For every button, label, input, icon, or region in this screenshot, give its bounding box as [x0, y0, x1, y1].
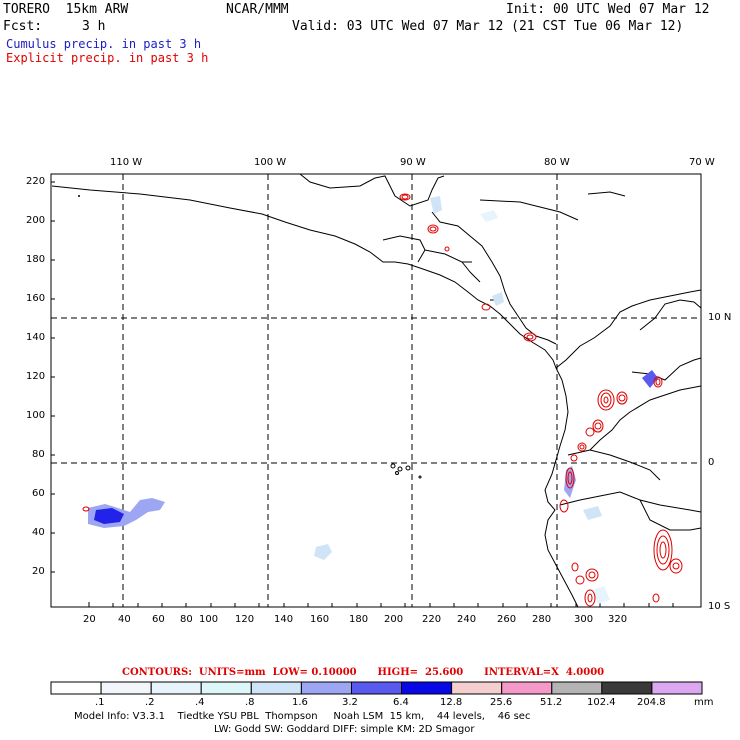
colorbar-swatch	[551, 681, 603, 695]
y-grid-label: 60	[32, 488, 45, 499]
colorbar-swatch	[651, 681, 703, 695]
cumulus-precip-shading	[88, 196, 658, 604]
x-grid-label: 160	[310, 614, 330, 625]
y-grid-label: 100	[26, 410, 46, 421]
colorbar-label: 1.6	[292, 697, 308, 708]
y-grid-label: 200	[26, 215, 46, 226]
x-grid-label: 200	[384, 614, 404, 625]
colorbar-swatch	[100, 681, 152, 695]
lat-label: 10 N	[708, 312, 732, 323]
model-title: TORERO 15km ARW	[3, 2, 129, 17]
colorbar-label: .1	[95, 697, 105, 708]
y-grid-label: 180	[26, 254, 46, 265]
colorbar-swatch	[401, 681, 453, 695]
colorbar-label: 204.8	[637, 697, 666, 708]
y-grid-label: 40	[32, 527, 45, 538]
x-grid-label: 300	[574, 614, 594, 625]
colorbar-label: 25.6	[490, 697, 513, 708]
colorbar-swatch	[451, 681, 503, 695]
x-grid-label: 100	[199, 614, 219, 625]
colorbar-swatch	[50, 681, 102, 695]
colorbar-label: 12.8	[440, 697, 463, 708]
x-grid-label: 120	[235, 614, 255, 625]
explicit-precip-contours	[82, 193, 683, 607]
galapagos-islands	[390, 463, 422, 479]
lon-label: 90 W	[400, 157, 426, 168]
y-grid-label: 20	[32, 566, 45, 577]
y-grid-label: 140	[26, 332, 46, 343]
x-grid-label: 20	[83, 614, 96, 625]
model-info-line2: LW: Godd SW: Goddard DIFF: simple KM: 2D…	[214, 724, 475, 735]
model-info-line1: Model Info: V3.3.1 Tiedtke YSU PBL Thomp…	[74, 711, 531, 722]
x-grid-label: 180	[349, 614, 369, 625]
organization: NCAR/MMM	[226, 2, 289, 17]
colorbar-label: 102.4	[587, 697, 616, 708]
axis-ticks	[51, 181, 674, 607]
y-grid-label: 220	[26, 176, 46, 187]
init-time: Init: 00 UTC Wed 07 Mar 12	[506, 2, 710, 17]
colorbar-label: 6.4	[393, 697, 409, 708]
colorbar-swatch	[300, 681, 352, 695]
lon-label: 80 W	[544, 157, 570, 168]
colorbar-swatch	[501, 681, 553, 695]
y-grid-label: 120	[26, 371, 46, 382]
lat-label: 10 S	[708, 601, 731, 612]
colorbar-label: .8	[245, 697, 255, 708]
colorbar-swatch	[250, 681, 302, 695]
colorbar-label: 51.2	[540, 697, 563, 708]
x-grid-label: 240	[457, 614, 477, 625]
lon-label: 100 W	[254, 157, 287, 168]
colorbar-label: 3.2	[342, 697, 358, 708]
x-grid-label: 140	[274, 614, 294, 625]
forecast-hours: 3 h	[82, 19, 106, 34]
y-grid-label: 160	[26, 293, 46, 304]
cumulus-legend-line: Cumulus precip. in past 3 h	[6, 37, 202, 51]
coastlines	[51, 173, 702, 608]
colorbar-label: .2	[145, 697, 155, 708]
lon-label: 110 W	[110, 157, 143, 168]
contour-info: CONTOURS: UNITS=mm LOW= 0.10000 HIGH= 25…	[122, 667, 605, 678]
map-frame	[50, 173, 702, 608]
colorbar-label: .4	[195, 697, 205, 708]
colorbar-swatch	[200, 681, 252, 695]
x-grid-label: 260	[497, 614, 517, 625]
colorbar-swatch	[601, 681, 653, 695]
clipperton-island	[78, 195, 80, 197]
valid-time: Valid: 03 UTC Wed 07 Mar 12 (21 CST Tue …	[292, 19, 684, 34]
lat-lon-grid	[51, 174, 701, 607]
x-grid-label: 220	[422, 614, 442, 625]
x-grid-label: 80	[180, 614, 193, 625]
y-grid-label: 80	[32, 449, 45, 460]
x-grid-label: 320	[608, 614, 628, 625]
explicit-legend-line: Explicit precip. in past 3 h	[6, 51, 209, 65]
colorbar-swatch	[150, 681, 202, 695]
colorbar-unit: mm	[694, 697, 714, 708]
colorbar-swatch	[351, 681, 403, 695]
lat-label: 0	[708, 457, 715, 468]
x-grid-label: 280	[532, 614, 552, 625]
lon-label: 70 W	[689, 157, 715, 168]
x-grid-label: 60	[152, 614, 165, 625]
forecast-label: Fcst:	[3, 19, 43, 34]
x-grid-label: 40	[118, 614, 131, 625]
